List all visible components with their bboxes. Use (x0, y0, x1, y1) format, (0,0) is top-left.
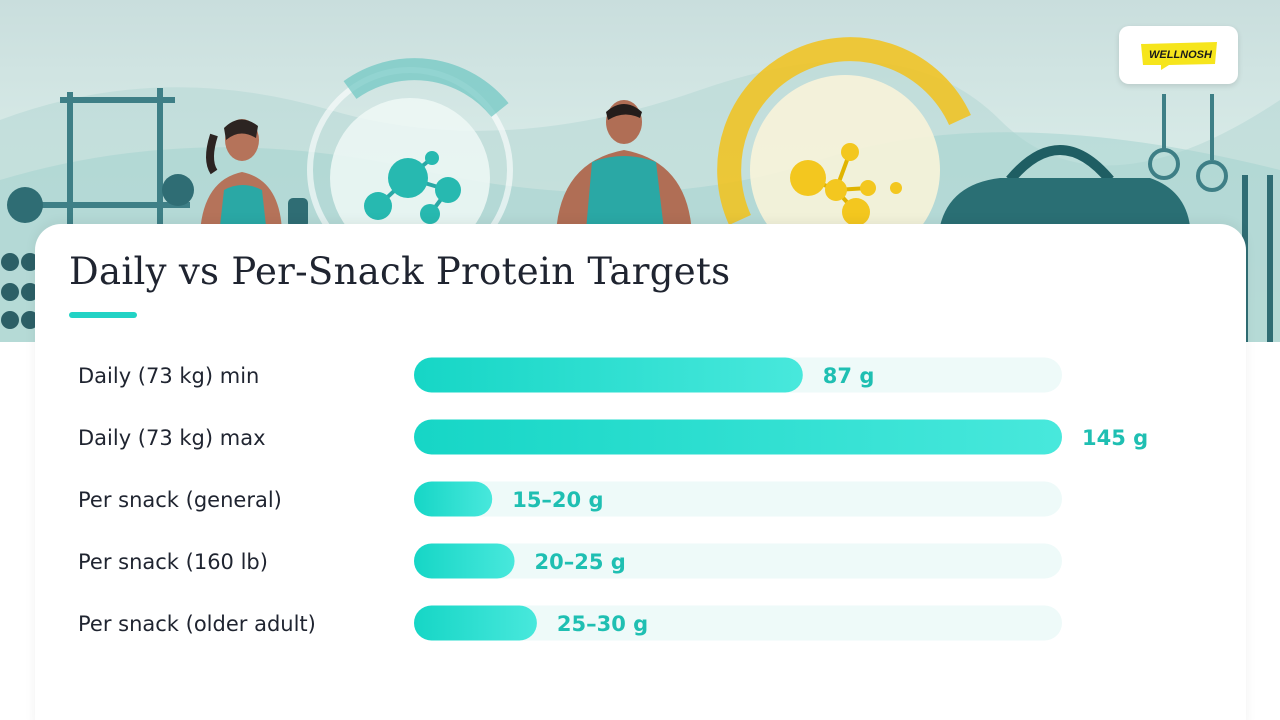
shaker-bottle-icon (288, 198, 308, 228)
value-label: 145 g (1082, 426, 1148, 450)
bar-track (414, 605, 1062, 641)
teal-molecule-icon (307, 58, 513, 273)
category-label: Daily (73 kg) min (78, 364, 259, 388)
category-label: Per snack (general) (78, 488, 282, 512)
bar (414, 357, 803, 393)
gym-rings-icon (1148, 94, 1228, 192)
gym-bag-icon (940, 145, 1190, 226)
chart-title: Daily vs Per-Snack Protein Targets (69, 250, 731, 293)
bar-track (414, 543, 1062, 579)
category-label: Per snack (160 lb) (78, 550, 268, 574)
man-athlete-figure (556, 100, 692, 234)
woman-athlete-figure (200, 119, 282, 232)
brand-logo-badge: WELLNOSH (1119, 26, 1238, 84)
bar-track (414, 481, 1062, 517)
value-label: 87 g (823, 364, 875, 388)
bar (414, 605, 537, 641)
svg-text:WELLNOSH: WELLNOSH (1149, 49, 1213, 61)
bar (414, 481, 493, 517)
weight-plate-icon (7, 187, 43, 223)
value-label: 20–25 g (535, 550, 626, 574)
category-label: Per snack (older adult) (78, 612, 316, 636)
weight-plate-icon (162, 174, 194, 206)
bar (414, 419, 1062, 455)
wellnosh-logo: WELLNOSH (1140, 42, 1217, 70)
value-label: 25–30 g (557, 612, 648, 636)
bar (414, 543, 515, 579)
yellow-molecule-icon (717, 37, 971, 265)
category-label: Daily (73 kg) max (78, 426, 266, 450)
squat-rack-icon (20, 88, 190, 240)
value-label: 15–20 g (512, 488, 603, 512)
dumbbell-rack-icon (1, 253, 39, 329)
title-accent-bar (69, 312, 137, 318)
